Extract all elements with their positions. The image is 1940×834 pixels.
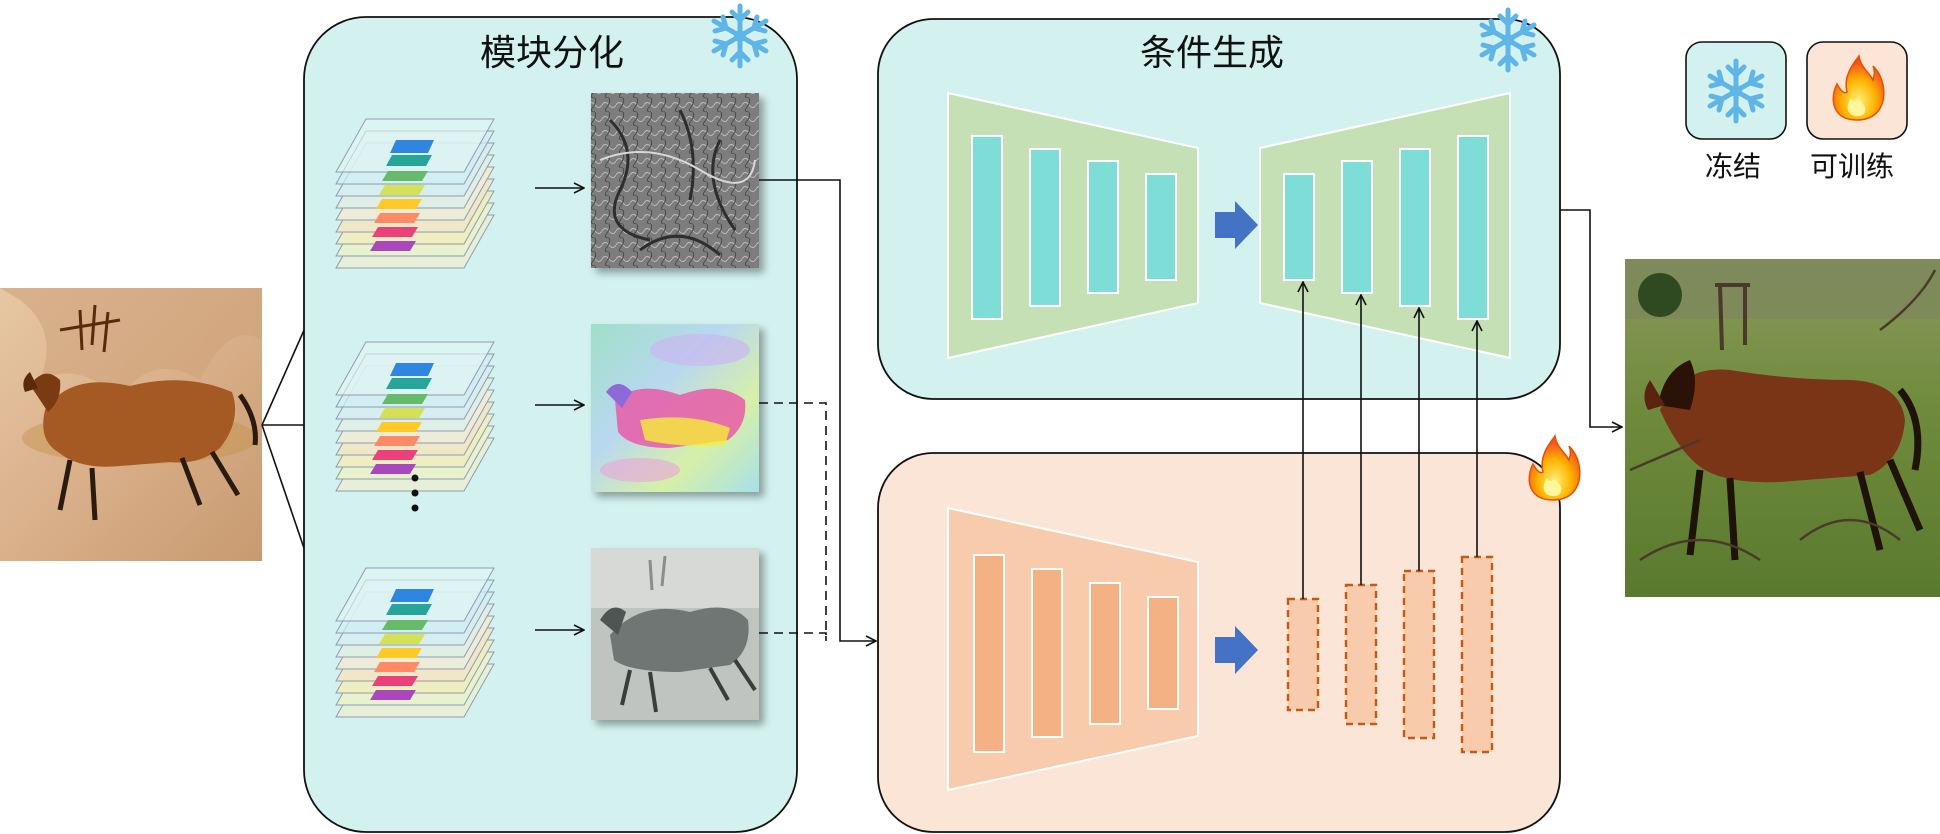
trainable-encoder-blocks [973, 554, 1179, 753]
output-image [1625, 259, 1940, 597]
decompose-title: 模块分化 [480, 33, 625, 74]
legend-trainable-label: 可训练 [1810, 150, 1895, 183]
edge-map [591, 93, 759, 268]
more-layers-ellipsis [411, 474, 419, 512]
frozen-encoder-blocks [971, 135, 1177, 320]
control-to-decoder-arrows [1303, 282, 1477, 599]
blue-arrow-bottom [1215, 626, 1258, 674]
feature-to-control-connectors [759, 179, 876, 641]
grayscale-map [591, 548, 759, 720]
legend [1685, 41, 1908, 140]
layer-stack [335, 341, 495, 492]
generation-title: 条件生成 [1140, 33, 1285, 74]
stack-to-map-arrows [535, 188, 584, 630]
layer-stack [335, 567, 495, 718]
color-segmentation-map [591, 324, 759, 492]
legend-frozen-label: 冻结 [1705, 150, 1762, 183]
blue-arrow-top [1215, 201, 1258, 249]
input-image [0, 288, 262, 561]
frozen-decoder-blocks [1283, 135, 1489, 320]
layer-stack [335, 118, 495, 269]
trainable-zero-conv-blocks [1286, 555, 1494, 754]
generation-to-output-arrow [1560, 209, 1622, 427]
